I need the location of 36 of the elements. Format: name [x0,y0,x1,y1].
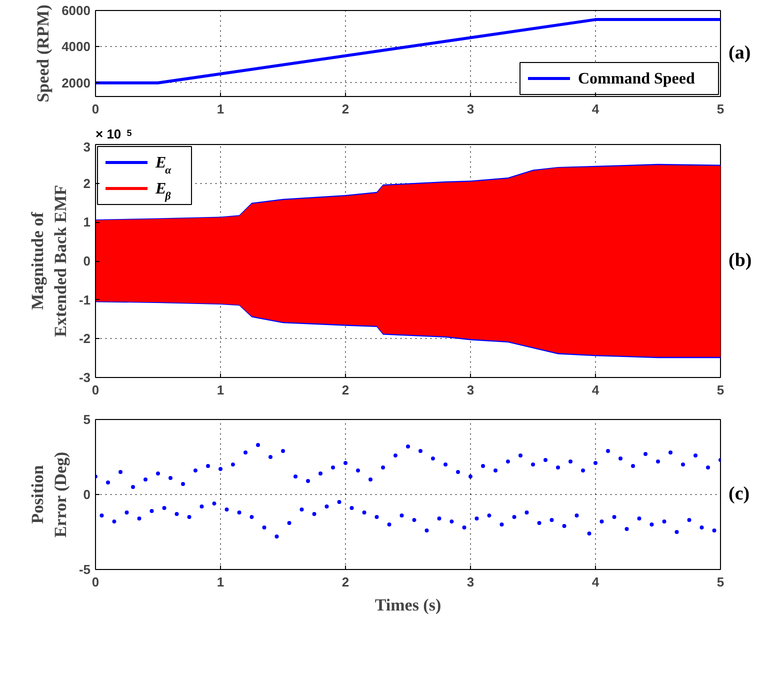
x-tick-label: 4 [592,574,600,590]
x-tick-label: 2 [342,382,350,398]
y-tick-label: 2 [83,176,91,191]
y-tick-label: 5 [83,412,91,427]
x-tick-label: 4 [592,102,600,116]
y-tick-label: 2000 [62,75,90,90]
y-tick-label: 6000 [62,3,90,18]
x-tick-label: 5 [716,102,724,116]
y-tick-label: 1 [83,214,91,230]
text: (b) [728,250,752,271]
y-tick-label: 4000 [62,39,90,54]
x-tick-label: 2 [342,574,350,590]
y-tick-label: -3 [78,370,91,385]
y-tick-label: 3 [83,140,91,154]
x-axis-title: Times (s) [374,596,442,614]
x-tick-label: 2 [342,102,350,116]
y-tick-label: 0 [83,254,91,268]
text: (a) [728,42,751,64]
legend-label: Command Speed [578,70,696,88]
y-tick-label: -1 [78,292,91,308]
x-tick-label: 3 [466,574,474,590]
y-tick-label: 0 [83,487,91,502]
y-axis-title: Magnitude of Extended Back EMF [28,184,70,338]
y-tick-label: -2 [78,331,91,346]
x-tick-label: 5 [716,382,724,398]
x-tick-label: 1 [216,102,224,116]
x-tick-label: 1 [216,574,224,590]
y-tick-label: -5 [78,562,91,577]
x-tick-label: 5 [716,574,724,590]
x-tick-label: 1 [216,382,224,398]
x-tick-label: 4 [592,382,600,398]
x-tick-label: 3 [466,102,474,116]
x-tick-label: 3 [466,382,474,398]
text: (c) [728,484,750,504]
y-axis-title: Position Error (Deg) [28,452,70,538]
y-axis-title: Speed (RPM) [34,4,53,102]
